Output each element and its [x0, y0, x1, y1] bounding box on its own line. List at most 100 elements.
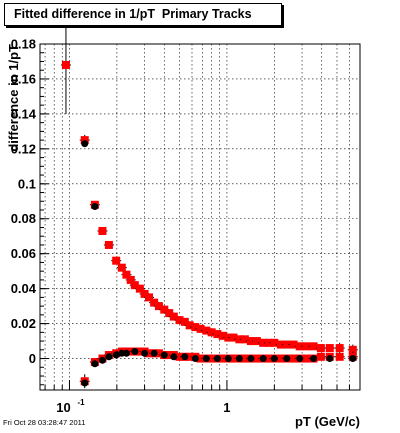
data-point — [196, 354, 205, 363]
data-point — [213, 355, 221, 363]
data-point — [335, 344, 344, 353]
data-point — [191, 323, 200, 332]
data-point — [264, 338, 273, 347]
y-tick-label: 0.02 — [11, 316, 36, 331]
y-tick-label: 0.18 — [11, 37, 36, 52]
data-point — [112, 256, 121, 265]
data-point — [191, 355, 199, 363]
data-point — [207, 354, 216, 363]
data-point — [180, 317, 189, 326]
y-tick-label: 0.06 — [11, 246, 36, 261]
data-point — [218, 331, 227, 340]
data-point — [122, 349, 130, 357]
data-point — [270, 338, 279, 347]
data-point — [310, 355, 318, 363]
x-axis-label: pT (GeV/c) — [295, 414, 360, 429]
data-point — [131, 348, 139, 356]
chart-title: Fitted difference in 1/pT Primary Tracks — [4, 3, 282, 26]
data-point — [229, 333, 238, 342]
axes: 0 0.02 0.04 0.06 0.08 0.1 0.12 0.14 0.16 0.18 10 -1… — [11, 37, 361, 415]
data-point — [98, 226, 107, 235]
data-point — [335, 352, 344, 361]
data-point — [247, 355, 255, 363]
data-point — [283, 355, 291, 363]
data-point — [224, 355, 232, 363]
data-point — [175, 316, 184, 325]
data-point — [316, 352, 325, 361]
x-tick-label: 10 — [56, 400, 70, 415]
data-point — [160, 305, 169, 314]
data-point — [81, 140, 89, 148]
data-point — [289, 354, 298, 363]
data-point — [112, 351, 120, 359]
data-point — [185, 321, 194, 330]
data-point — [202, 326, 211, 335]
data-point — [349, 355, 357, 363]
data-point — [252, 354, 261, 363]
data-point — [154, 349, 163, 358]
y-tick-label: 0.04 — [11, 281, 37, 296]
data-point — [91, 203, 99, 211]
data-point — [316, 344, 325, 353]
data-point — [224, 333, 233, 342]
data-point — [282, 340, 291, 349]
data-point — [91, 360, 99, 368]
y-tick-label: 0.12 — [11, 141, 36, 156]
data-point — [309, 342, 318, 351]
data-point — [213, 330, 222, 339]
data-point — [141, 349, 149, 357]
data-point — [296, 355, 304, 363]
data-point — [145, 293, 154, 302]
grid-lines — [40, 43, 361, 390]
plot-frame — [39, 43, 361, 391]
data-point — [150, 298, 159, 307]
data-point — [259, 338, 268, 347]
data-point — [185, 352, 194, 361]
y-tick-label: 0 — [29, 351, 36, 366]
data-point — [235, 355, 243, 363]
data-point — [170, 353, 178, 361]
data-point — [325, 344, 334, 353]
data-point — [264, 354, 273, 363]
data-point — [150, 349, 158, 357]
data-point — [302, 354, 311, 363]
data-points — [60, 16, 358, 389]
data-point — [98, 356, 106, 364]
data-point — [160, 351, 168, 359]
data-point — [207, 328, 216, 337]
data-point — [105, 353, 113, 361]
y-tick-label: 0.1 — [18, 176, 36, 191]
y-tick-label: 0.08 — [11, 211, 36, 226]
data-point — [126, 275, 135, 284]
data-point — [181, 353, 189, 361]
data-point — [252, 337, 261, 346]
data-point — [295, 342, 304, 351]
data-point — [165, 309, 174, 318]
data-point — [61, 60, 70, 69]
data-point — [240, 335, 249, 344]
data-point — [270, 355, 278, 363]
y-tick-label: 0.16 — [11, 71, 36, 86]
timestamp-footer: Fri Oct 28 03:28:47 2011 — [3, 418, 86, 427]
data-point — [196, 324, 205, 333]
data-point — [122, 270, 131, 279]
data-point — [276, 354, 285, 363]
data-point — [135, 284, 144, 293]
data-point — [169, 312, 178, 321]
data-point — [154, 302, 163, 311]
data-point — [235, 335, 244, 344]
data-point — [276, 340, 285, 349]
x-tick-label: 1 — [223, 400, 230, 415]
data-point — [175, 352, 184, 361]
data-point — [259, 355, 267, 363]
data-point — [145, 349, 154, 358]
data-point — [246, 337, 255, 346]
data-point — [229, 354, 238, 363]
data-point — [81, 379, 89, 387]
data-point — [240, 354, 249, 363]
y-tick-label: 0.14 — [11, 106, 37, 121]
data-point — [117, 263, 126, 272]
data-point — [348, 345, 357, 354]
data-point — [218, 354, 227, 363]
